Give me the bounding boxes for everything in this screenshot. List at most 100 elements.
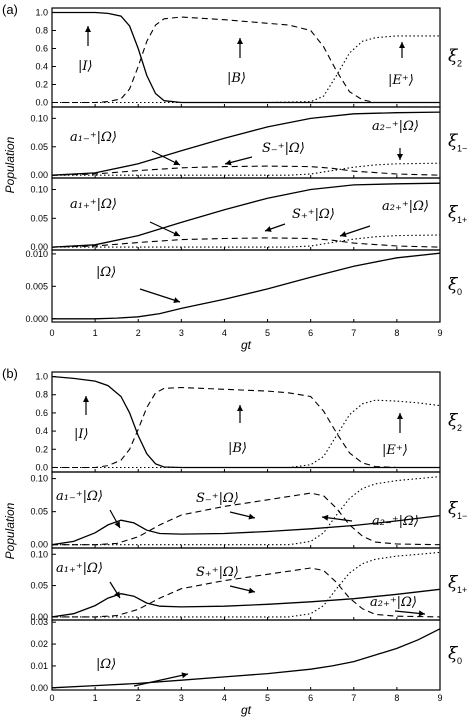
y-tick-label: 0.10 [30,113,48,123]
y-tick-label: 0.00 [30,683,48,693]
y-axis-title: Population [3,136,17,193]
xi-subscript: 1− [457,511,467,521]
series-line-dotted [52,162,440,176]
series-line-solid [52,111,440,176]
x-tick-label: 6 [308,328,313,338]
annotation-label: |I⟩ [78,59,93,74]
x-axis-title: gt [241,338,252,352]
annotation-label: S₊⁺|Ω⟩ [292,207,335,222]
y-tick-label: 0.02 [30,639,48,649]
y-tick-label: 0.05 [30,507,48,517]
annotation-arrowhead [237,38,243,44]
series-line-solid [52,375,440,469]
y-tick-label: 0.10 [30,549,48,559]
y-axis-title: Population [3,502,17,559]
annotation-label: |I⟩ [74,427,89,442]
annotation-label: |Ω⟩ [96,265,116,280]
annotation-label: |E⁺⟩ [388,73,414,88]
annotation-label: a₂₋⁺|Ω⟩ [372,119,419,134]
annotation-arrowhead [114,521,120,528]
annotation-label: a₂₊⁺|Ω⟩ [370,595,417,610]
xi-subscript: 2 [457,59,462,69]
x-tick-label: 2 [136,328,141,338]
subplot-ξ0: 0.000 0.005 0.010 ξ 0 |Ω⟩ [25,249,462,324]
y-tick-label: 0.05 [30,581,48,591]
series-line-dotted [52,35,440,104]
xi-label: ξ [448,644,459,664]
xi-label: ξ [448,499,459,519]
y-tick-label: 1.0 [35,372,48,382]
y-tick-label: 0.8 [35,390,48,400]
x-tick-label: 4 [222,693,227,703]
annotation-arrowhead [399,42,405,48]
subplot-frame [51,7,441,108]
series-line-solid [52,252,440,320]
subplot-ξ2: 0.0 0.2 0.4 0.6 0.8 1.0 ξ 2 |I⟩ |B⟩ |E⁺⟩ [35,371,462,473]
annotation-arrowhead [225,159,232,166]
annotation-arrowhead [248,587,255,594]
annotation-arrowhead [322,514,329,521]
series-line-dashed [52,165,440,176]
series-line-solid [52,628,440,689]
x-tick-label: 6 [308,693,313,703]
annotation-arrowhead [173,230,180,237]
xi-label: ξ [448,132,459,152]
xi-subscript: 1− [457,144,467,154]
annotation-arrowhead [181,672,188,679]
annotation-arrowhead [397,154,403,160]
panel-b: 0.00.20.40.60.81.0ξ 2|I⟩|B⟩ |E⁺⟩0.000.050.… [2,366,467,717]
y-tick-label: 0.005 [25,281,48,291]
y-tick-label: 0.6 [35,408,48,418]
y-tick-label: 0.00 [30,170,48,180]
y-tick-label: 0.05 [30,213,48,223]
annotation-arrowhead [114,591,120,598]
y-tick-label: 0.0 [35,98,48,108]
xi-subscript: 2 [457,423,462,433]
x-tick-label: 7 [351,328,356,338]
subplot-frame [51,249,441,323]
y-tick-label: 0.6 [35,44,48,54]
series-line-dotted [52,476,440,546]
panel-label: (a) [2,2,18,17]
series-line-dashed [52,386,440,469]
x-tick-label: 4 [222,328,227,338]
xi-label: ξ [448,203,459,223]
y-tick-label: 0.010 [25,249,48,259]
xi-subscript: 1+ [457,585,467,595]
y-tick-label: 0.05 [30,142,48,152]
annotation-arrowhead [418,610,425,617]
annotation-label: S₊⁺|Ω⟩ [196,565,239,580]
annotation-label: |B⟩ [228,441,247,456]
annotation-label: S₋⁺|Ω⟩ [262,141,305,156]
x-tick-label: 9 [437,693,442,703]
annotation-arrowhead [248,513,255,520]
x-tick-label: 8 [394,693,399,703]
xi-subscript: 0 [457,656,462,666]
subplot-frame [51,619,441,691]
y-tick-label: 0.4 [35,62,48,72]
series-line-dashed [52,16,440,104]
annotation-arrowhead [340,231,347,237]
y-tick-label: 0.01 [30,661,48,671]
xi-label: ξ [448,573,459,593]
y-tick-label: 0.2 [35,444,48,454]
series-line-dotted [52,234,440,248]
annotation-arrowhead [173,159,180,165]
panel-label: (b) [2,366,18,381]
y-tick-label: 0.000 [25,314,48,324]
y-tick-label: 0.4 [35,426,48,436]
x-tick-label: 8 [394,328,399,338]
annotation-label: a₁₋⁺|Ω⟩ [70,130,117,145]
y-tick-label: 0.2 [35,80,48,90]
annotation-label: a₁₋⁺|Ω⟩ [56,489,103,504]
y-tick-label: 0.00 [30,540,48,550]
y-tick-label: 0.00 [30,612,48,622]
series-line-solid [52,514,440,546]
x-axis-title: gt [241,703,252,717]
series-line-dashed [52,237,440,248]
series-line-dashed [52,567,440,618]
